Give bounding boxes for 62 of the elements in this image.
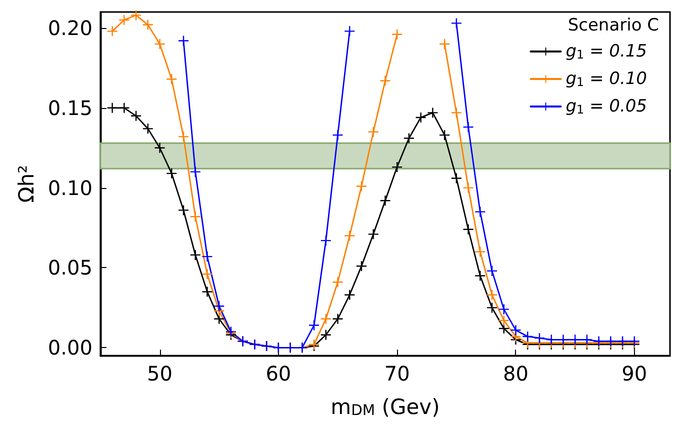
point bbox=[119, 102, 130, 113]
y-tick-label: 0.15 bbox=[48, 96, 92, 120]
x-tick-label: 60 bbox=[266, 362, 292, 386]
legend-label: g1 = 0.05 bbox=[566, 96, 648, 116]
point bbox=[154, 142, 165, 153]
point bbox=[356, 181, 366, 192]
point bbox=[546, 334, 556, 345]
point bbox=[332, 277, 343, 288]
point bbox=[119, 14, 130, 25]
point bbox=[570, 334, 580, 345]
point bbox=[131, 10, 142, 20]
point bbox=[368, 229, 378, 240]
point bbox=[178, 36, 188, 46]
point bbox=[558, 334, 568, 345]
point bbox=[475, 246, 486, 257]
y-tick-label: 0.10 bbox=[48, 176, 92, 200]
y-tick-label: 0.05 bbox=[48, 256, 92, 280]
point bbox=[332, 130, 343, 140]
point bbox=[154, 38, 165, 49]
point bbox=[344, 230, 355, 241]
point bbox=[178, 205, 188, 216]
x-tick-label: 90 bbox=[622, 362, 648, 386]
point bbox=[404, 133, 414, 144]
y-tick-label: 0.20 bbox=[48, 16, 92, 40]
point bbox=[107, 102, 118, 113]
legend-label: g1 = 0.10 bbox=[566, 68, 648, 89]
point bbox=[487, 302, 498, 313]
y-tick-label: 0.00 bbox=[48, 336, 92, 360]
x-tick-label: 70 bbox=[384, 362, 410, 386]
point bbox=[498, 304, 509, 314]
point bbox=[380, 196, 390, 206]
legend-label: g1 = 0.15 bbox=[566, 42, 648, 62]
point bbox=[463, 182, 474, 193]
point bbox=[428, 108, 438, 118]
point bbox=[107, 26, 118, 36]
point bbox=[475, 206, 486, 217]
x-tick-label: 50 bbox=[147, 362, 172, 386]
y-axis-title: Ωh² bbox=[14, 164, 38, 203]
point bbox=[380, 76, 390, 86]
point bbox=[582, 334, 592, 345]
x-axis-title: mDM (Gev) bbox=[330, 394, 440, 419]
point bbox=[202, 252, 212, 262]
point bbox=[309, 320, 320, 330]
point bbox=[190, 166, 200, 177]
point bbox=[463, 224, 474, 234]
point bbox=[332, 314, 343, 324]
point bbox=[344, 26, 355, 36]
point bbox=[451, 18, 462, 28]
point bbox=[142, 20, 153, 30]
point bbox=[451, 173, 462, 184]
point bbox=[475, 270, 486, 281]
point bbox=[463, 122, 474, 132]
point bbox=[202, 286, 212, 297]
legend-title: Scenario C bbox=[568, 16, 660, 36]
point bbox=[368, 126, 378, 137]
point bbox=[416, 112, 426, 122]
point bbox=[202, 269, 212, 280]
point bbox=[142, 124, 153, 134]
point bbox=[510, 325, 521, 336]
x-tick-label: 80 bbox=[503, 362, 528, 386]
point bbox=[451, 108, 462, 118]
point bbox=[178, 132, 188, 142]
